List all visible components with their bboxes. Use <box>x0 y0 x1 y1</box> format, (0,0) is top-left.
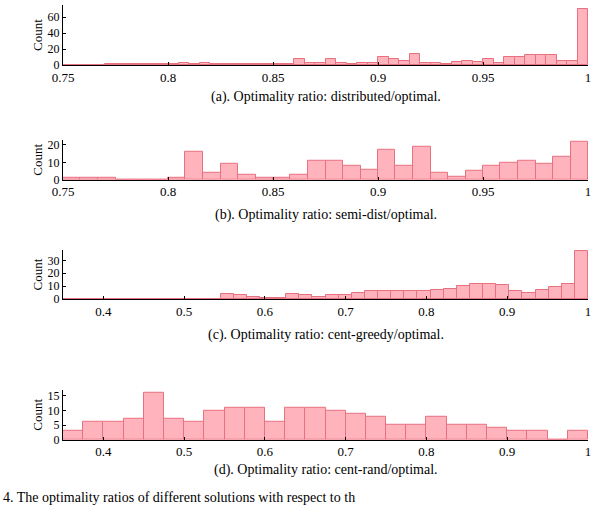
svg-text:0.85: 0.85 <box>262 184 285 199</box>
svg-text:10: 10 <box>48 156 60 170</box>
svg-text:0.95: 0.95 <box>472 184 495 199</box>
svg-text:4. The optimality ratios of di: 4. The optimality ratios of different so… <box>3 490 355 505</box>
svg-text:(b). Optimality ratio: semi-di: (b). Optimality ratio: semi-dist/optimal… <box>215 207 437 223</box>
svg-text:0.4: 0.4 <box>95 304 112 319</box>
svg-text:Count: Count <box>30 144 45 176</box>
svg-text:0.9: 0.9 <box>370 70 386 85</box>
svg-text:0.6: 0.6 <box>257 444 274 459</box>
svg-text:Count: Count <box>30 258 45 290</box>
svg-text:Count: Count <box>30 19 45 51</box>
svg-text:0: 0 <box>54 173 60 187</box>
svg-text:0.9: 0.9 <box>499 444 515 459</box>
svg-text:0.5: 0.5 <box>176 304 192 319</box>
svg-text:0.4: 0.4 <box>95 444 112 459</box>
svg-text:1: 1 <box>585 70 592 85</box>
svg-text:10: 10 <box>48 279 60 293</box>
svg-text:30: 30 <box>48 254 60 268</box>
svg-text:0: 0 <box>54 58 60 72</box>
svg-text:0.8: 0.8 <box>160 184 176 199</box>
svg-text:0.5: 0.5 <box>176 444 192 459</box>
svg-text:60: 60 <box>48 10 60 24</box>
svg-text:0.7: 0.7 <box>338 444 355 459</box>
svg-text:0.95: 0.95 <box>472 70 495 85</box>
svg-text:40: 40 <box>48 26 60 40</box>
svg-text:0.8: 0.8 <box>418 444 434 459</box>
svg-text:20: 20 <box>48 138 60 152</box>
svg-text:Count: Count <box>30 399 45 431</box>
svg-text:10: 10 <box>48 404 60 418</box>
svg-text:20: 20 <box>48 42 60 56</box>
svg-text:(d). Optimality ratio: cent-ra: (d). Optimality ratio: cent-rand/optimal… <box>214 462 438 478</box>
svg-text:0.7: 0.7 <box>338 304 355 319</box>
svg-text:1: 1 <box>585 304 592 319</box>
svg-text:0.8: 0.8 <box>418 304 434 319</box>
svg-text:0.9: 0.9 <box>370 184 386 199</box>
svg-text:20: 20 <box>48 266 60 280</box>
svg-text:0.9: 0.9 <box>499 304 515 319</box>
svg-text:0.85: 0.85 <box>262 70 285 85</box>
svg-text:(c). Optimality ratio: cent-gr: (c). Optimality ratio: cent-greedy/optim… <box>208 327 444 343</box>
svg-text:0: 0 <box>54 292 60 306</box>
svg-text:0.75: 0.75 <box>52 70 75 85</box>
svg-text:0: 0 <box>54 433 60 447</box>
svg-text:(a). Optimality ratio: distrib: (a). Optimality ratio: distributed/optim… <box>211 89 441 105</box>
svg-text:0.8: 0.8 <box>160 70 176 85</box>
svg-text:0.6: 0.6 <box>257 304 274 319</box>
svg-text:1: 1 <box>585 444 592 459</box>
svg-text:15: 15 <box>48 389 60 403</box>
svg-text:5: 5 <box>54 418 60 432</box>
svg-text:1: 1 <box>585 184 592 199</box>
svg-text:0.75: 0.75 <box>52 184 75 199</box>
